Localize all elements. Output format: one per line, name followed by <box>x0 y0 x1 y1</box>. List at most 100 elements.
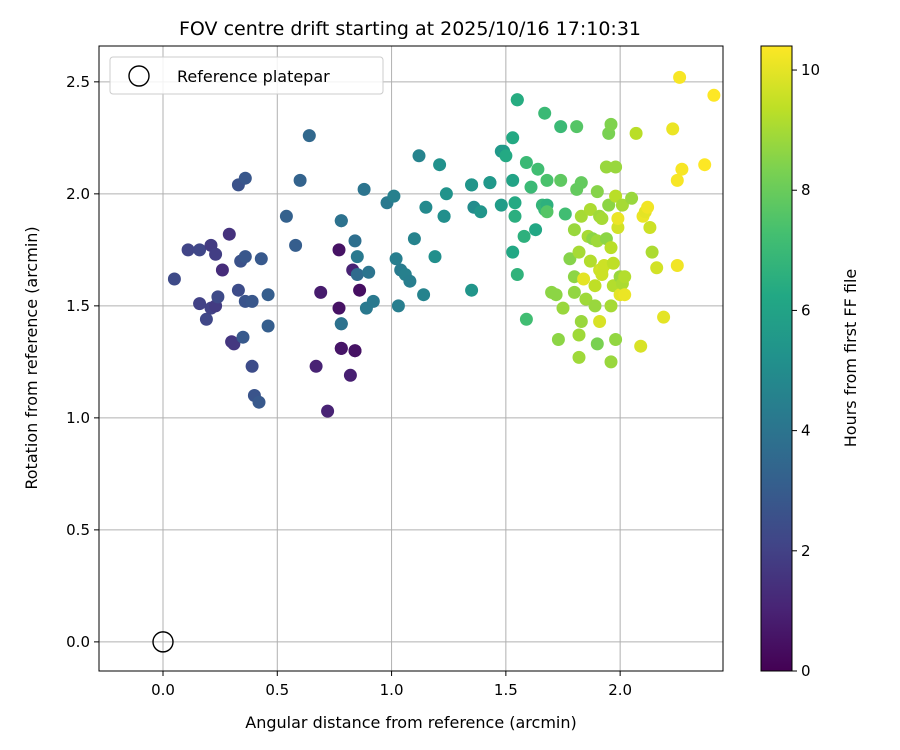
data-point <box>567 223 581 237</box>
data-point <box>590 185 604 199</box>
data-point <box>353 283 367 297</box>
data-point <box>604 117 618 131</box>
x-tick-label: 2.0 <box>608 681 632 699</box>
grid-lines <box>99 46 723 671</box>
data-point <box>529 223 543 237</box>
data-point <box>289 238 303 252</box>
data-point <box>428 250 442 264</box>
data-point <box>517 229 531 243</box>
y-axis-ticks: 0.0 0.5 1.0 1.5 2.0 2.5 <box>66 73 99 651</box>
data-point <box>419 200 433 214</box>
data-point <box>343 368 357 382</box>
data-point <box>261 288 275 302</box>
data-point <box>572 245 586 259</box>
data-point <box>227 337 241 351</box>
data-point <box>554 120 568 134</box>
y-tick-label: 0.5 <box>66 521 90 539</box>
data-point <box>209 247 223 261</box>
data-point <box>211 290 225 304</box>
data-point <box>506 131 520 145</box>
data-point <box>506 173 520 187</box>
colorbar-tick-label: 4 <box>801 422 811 440</box>
data-point <box>556 301 570 315</box>
colorbar-ticks: 0 2 4 6 8 10 <box>792 61 820 680</box>
y-tick-label: 2.5 <box>66 73 90 91</box>
data-point <box>519 156 533 169</box>
data-point <box>641 200 655 214</box>
data-point <box>252 395 266 409</box>
data-point <box>588 279 602 293</box>
data-point <box>245 294 259 308</box>
data-point <box>412 149 426 163</box>
data-point <box>193 243 207 257</box>
chart-title: FOV centre drift starting at 2025/10/16 … <box>179 18 641 40</box>
data-point <box>595 212 609 225</box>
data-point <box>618 270 632 284</box>
x-tick-label: 0.5 <box>265 681 289 699</box>
data-point <box>391 299 405 313</box>
data-point <box>549 288 563 302</box>
legend: Reference platepar <box>109 56 384 95</box>
data-point <box>609 189 623 203</box>
data-point <box>236 330 250 344</box>
data-point <box>334 341 348 355</box>
x-axis-ticks: 0.0 0.5 1.0 1.5 2.0 <box>151 671 632 699</box>
data-point <box>588 299 602 313</box>
data-point <box>350 250 364 264</box>
data-point <box>389 252 403 266</box>
data-point <box>538 106 552 120</box>
data-point <box>625 191 639 205</box>
data-point <box>403 274 417 288</box>
data-point <box>181 243 195 257</box>
colorbar-tick-label: 6 <box>801 301 811 319</box>
data-point <box>332 243 346 257</box>
data-point <box>433 158 447 172</box>
data-point <box>572 328 586 342</box>
data-point <box>599 160 613 174</box>
data-point <box>506 245 520 259</box>
data-point <box>519 312 533 326</box>
data-point <box>574 209 588 223</box>
data-point <box>321 404 335 418</box>
x-axis-label: Angular distance from reference (arcmin) <box>245 713 576 732</box>
data-point <box>611 221 625 234</box>
data-point <box>417 288 431 302</box>
data-point <box>199 312 213 326</box>
data-points <box>167 70 721 418</box>
data-point <box>510 268 524 281</box>
data-point <box>577 272 591 286</box>
data-point <box>193 297 207 311</box>
data-point <box>574 315 588 328</box>
data-point <box>579 292 593 306</box>
colorbar <box>760 45 793 672</box>
x-tick-label: 1.0 <box>380 681 404 699</box>
legend-marker-reference <box>128 65 150 87</box>
data-point <box>645 245 659 259</box>
data-point <box>604 299 618 313</box>
data-point <box>657 310 671 324</box>
data-point <box>279 209 293 223</box>
data-point <box>439 187 453 201</box>
data-point <box>563 252 577 266</box>
data-point <box>334 317 348 331</box>
data-point <box>508 209 522 223</box>
data-point <box>673 70 687 84</box>
data-point <box>590 337 604 351</box>
data-point <box>508 196 522 210</box>
data-point <box>524 180 538 194</box>
data-point <box>604 241 618 255</box>
data-point <box>222 227 236 241</box>
data-point <box>670 173 684 187</box>
data-point <box>666 122 680 136</box>
data-point <box>494 198 508 212</box>
data-point <box>558 207 572 221</box>
data-point <box>670 259 684 272</box>
plot-frame <box>98 45 724 672</box>
data-point <box>675 162 689 176</box>
data-point <box>609 160 623 174</box>
data-point <box>551 333 565 346</box>
data-point <box>366 294 380 308</box>
colorbar-label: Hours from first FF file <box>841 269 860 448</box>
data-point <box>167 272 181 286</box>
legend-box <box>109 56 384 95</box>
